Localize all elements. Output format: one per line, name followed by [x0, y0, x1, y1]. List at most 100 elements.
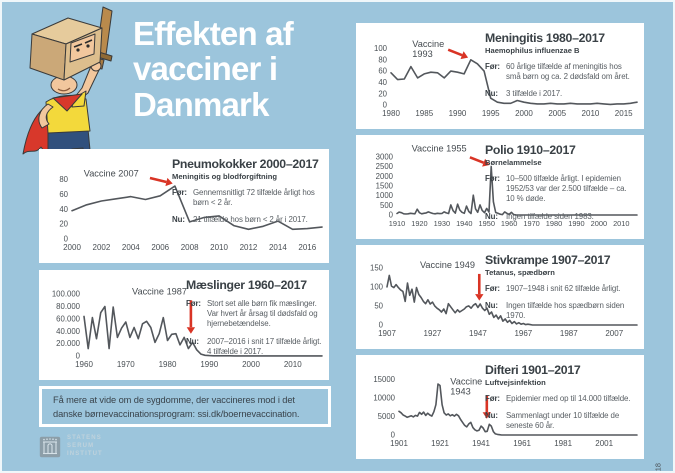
x-tick-label: 1940	[456, 219, 472, 228]
x-tick-label: 1980	[382, 109, 400, 118]
vaccine-arrow-head	[460, 51, 469, 60]
x-tick-label: 1995	[482, 109, 500, 118]
now-text: Sammenlagt under 10 tilfælde de seneste …	[506, 411, 620, 431]
y-tick-label: 10000	[373, 394, 395, 403]
y-tick-label: 60	[378, 67, 387, 76]
x-tick-label: 1970	[523, 219, 539, 228]
x-tick-label: 1980	[546, 219, 562, 228]
y-tick-label: 2500	[376, 162, 394, 171]
chart-title: Difteri 1901–2017	[485, 363, 581, 377]
data-line	[398, 383, 638, 436]
now-label: Nu:	[485, 89, 498, 99]
x-tick-label: 1990	[568, 219, 584, 228]
now-text: 3 tilfælde i 2017.	[506, 89, 563, 99]
x-tick-label: 2010	[582, 109, 600, 118]
difteri-chart: 0 5000 10000 15000 1901 1921 1941 1961 1981 2001 V…	[373, 375, 638, 448]
chart-subtitle: Luftvejsinfektion	[485, 377, 546, 387]
now-label: Nu:	[485, 211, 498, 221]
x-tick-label: 1990	[449, 109, 467, 118]
y-tick-label: 20	[59, 220, 68, 229]
x-tick-label: 1970	[117, 360, 135, 369]
x-tick-label: 1950	[478, 219, 494, 228]
now-label: Nu:	[172, 215, 185, 225]
y-tick-label: 40.000	[56, 327, 81, 336]
vaccine-annotation-label: 1943	[450, 387, 470, 397]
x-tick-label: 1960	[75, 360, 93, 369]
x-tick-label: 1907	[378, 329, 396, 338]
x-tick-label: 1960	[501, 219, 517, 228]
y-tick-label: 80	[378, 55, 387, 64]
x-tick-label: 2010	[210, 243, 228, 252]
vaccine-arrow	[149, 176, 167, 184]
x-tick-label: 1967	[514, 329, 532, 338]
y-tick-label: 0	[391, 431, 396, 440]
face	[57, 39, 93, 92]
maeslinger-card: 0 20.000 40.000 60.000 80.000 100.000 1960 1970…	[39, 270, 329, 380]
before-label: Før:	[485, 61, 500, 71]
chart-title: Stivkrampe 1907–2017	[485, 253, 611, 267]
before-label: Før:	[485, 173, 500, 183]
before-text: 10–500 tilfælde årligt. I epidemien 1952…	[506, 173, 627, 204]
now-label: Nu:	[485, 301, 498, 311]
y-tick-label: 100.000	[52, 290, 81, 299]
x-tick-label: 1901	[390, 439, 408, 448]
x-tick-label: 2000	[63, 243, 81, 252]
mascot-illustration	[22, 6, 113, 171]
data-line	[83, 305, 323, 357]
y-tick-label: 5000	[378, 412, 396, 421]
y-tick-label: 20.000	[56, 339, 81, 348]
now-label: Nu:	[485, 411, 498, 421]
now-text: 21 tilfælde hos børn < 2 år i 2017.	[193, 215, 308, 225]
before-text: 1907–1948 i snit 62 tilfælde årligt.	[506, 283, 621, 293]
x-tick-label: 1920	[411, 219, 427, 228]
data-line	[390, 58, 638, 106]
vaccine-annotation-label: Vaccine	[412, 39, 444, 49]
stivkrampe-chart: 0 50 100 150 1907 1927 1947 1967 1987 2007 Vaccine…	[370, 260, 638, 338]
x-tick-label: 2007	[605, 329, 623, 338]
y-tick-label: 3000	[376, 153, 394, 162]
y-tick-label: 0	[383, 101, 388, 110]
y-tick-label: 150	[370, 263, 384, 272]
vaccine-annotation-label: Vaccine 1987	[132, 287, 187, 297]
x-tick-label: 1941	[472, 439, 490, 448]
data-line	[396, 165, 638, 216]
scarf	[52, 93, 83, 112]
before-text: Stort set alle børn fik mæslinger. Var h…	[207, 298, 318, 329]
y-tick-label: 80	[59, 175, 68, 184]
x-tick-label: 1980	[159, 360, 177, 369]
meningitis-card: 0 20 40 60 80 100 1980 1985 1990 1995 2000 2005 2010…	[356, 23, 644, 129]
chart-subtitle: Haemophilus influenzae B	[485, 45, 580, 55]
before-text: Epidemier med op til 14.000 tilfælde.	[506, 393, 631, 403]
y-tick-label: 1000	[376, 191, 394, 200]
now-label: Nu:	[186, 336, 199, 346]
chart-title: Polio 1910–2017	[485, 143, 576, 157]
y-tick-label: 80.000	[56, 302, 81, 311]
pneumokokker-chart: 0 20 40 60 80 2000 2002 2004 2006 2008 2010 2012 201…	[59, 168, 323, 252]
vaccine-annotation-label: Vaccine 1949	[420, 260, 475, 270]
y-tick-label: 60	[59, 190, 68, 199]
y-tick-label: 0	[389, 211, 394, 220]
vaccine-arrow-head	[165, 177, 173, 187]
data-line	[71, 185, 323, 231]
before-label: Før:	[172, 187, 187, 197]
x-tick-label: 1961	[513, 439, 531, 448]
x-tick-label: 2014	[269, 243, 287, 252]
x-tick-label: 2012	[240, 243, 258, 252]
before-label: Før:	[186, 298, 201, 308]
chart-title: Pneumokokker 2000–2017	[172, 157, 319, 171]
y-tick-label: 60.000	[56, 314, 81, 323]
chart-subtitle: Meningitis og blodforgiftning	[172, 171, 278, 181]
chart-subtitle: Tetanus, spædbørn	[485, 267, 555, 277]
x-tick-label: 2000	[515, 109, 533, 118]
maeslinger-chart: 0 20.000 40.000 60.000 80.000 100.000 1960 1970…	[52, 287, 323, 369]
ssi-logo-text: STATENS SERUM INSTITUT	[67, 435, 103, 457]
difteri-card: 0 5000 10000 15000 1901 1921 1941 1961 1981 2001 V…	[356, 355, 644, 459]
before-text: 60 årlige tilfælde af meningitis hos små…	[506, 61, 630, 82]
x-tick-label: 2008	[181, 243, 199, 252]
y-tick-label: 1500	[376, 182, 394, 191]
x-tick-label: 2000	[591, 219, 607, 228]
x-tick-label: 2010	[613, 219, 629, 228]
ssi-building-icon	[39, 436, 61, 457]
x-tick-label: 2006	[151, 243, 169, 252]
